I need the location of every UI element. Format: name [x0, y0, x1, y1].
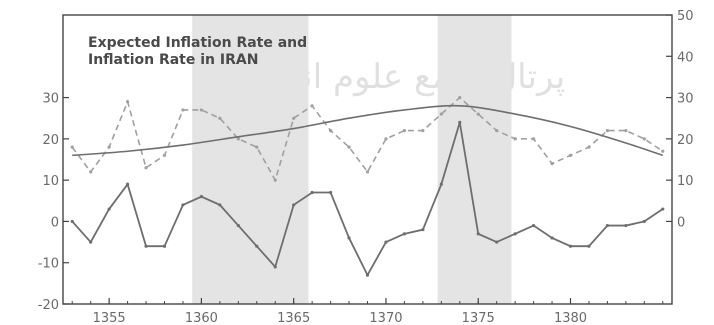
- series-2-point-33: [661, 149, 665, 153]
- right-tick-label: 30: [677, 92, 694, 107]
- series-2-point-13: [292, 116, 296, 120]
- series-1-point-19: [402, 232, 407, 236]
- series-2-point-14: [310, 104, 314, 108]
- left-tick-label: 20: [42, 133, 59, 148]
- series-2-point-8: [199, 108, 204, 112]
- series-2-point-20: [421, 129, 425, 133]
- plot-area: [70, 15, 665, 304]
- x-tick-label: 1370: [369, 311, 402, 325]
- series-1-point-20: [421, 228, 425, 232]
- series-line-1: [71, 122, 664, 278]
- series-2-point-1: [70, 145, 74, 149]
- series-1-point-27: [550, 236, 554, 240]
- series-2-point-25: [513, 137, 517, 141]
- series-1-point-2: [89, 240, 93, 244]
- x-tick-label: 1360: [185, 311, 218, 325]
- series-1-point-18: [384, 240, 388, 244]
- x-tick-label: 1355: [93, 311, 126, 325]
- right-tick-label: 10: [677, 174, 694, 189]
- series-1-point-16: [347, 236, 351, 240]
- series-1-point-30: [605, 223, 610, 228]
- x-tick-label: 1380: [554, 311, 587, 325]
- series-2-point-9: [218, 116, 222, 120]
- left-tick-label: 30: [42, 92, 59, 107]
- left-tick-label: 0: [51, 215, 59, 230]
- series-1-point-8: [199, 195, 204, 199]
- series-2-point-7: [181, 108, 185, 112]
- series-1-point-32: [642, 219, 646, 224]
- series-2-point-2: [89, 170, 93, 174]
- series-2-point-3: [107, 145, 111, 149]
- x-tick-label: 1375: [462, 311, 495, 325]
- series-1-point-23: [476, 232, 480, 236]
- series-2-point-5: [144, 166, 148, 170]
- series-2-point-17: [365, 170, 370, 174]
- series-2-point-18: [384, 137, 388, 141]
- series-2-point-30: [605, 129, 610, 133]
- series-1-point-25: [513, 232, 517, 236]
- left-tick-label: -20: [38, 298, 59, 313]
- series-line-2: [71, 96, 664, 183]
- series-2-point-10: [236, 137, 240, 141]
- series-2-point-32: [642, 137, 646, 141]
- series-1-point-21: [439, 182, 443, 186]
- chart-title-line-1: Expected Inflation Rate and: [88, 35, 307, 51]
- series-1-point-31: [624, 223, 628, 228]
- series-2-point-23: [476, 112, 480, 116]
- series-line-3: [72, 104, 664, 157]
- series-2-point-29: [587, 145, 591, 149]
- series-2-point-4: [125, 100, 130, 104]
- series-2-point-28: [568, 153, 573, 157]
- series-2-point-19: [402, 129, 407, 133]
- series-1-point-17: [365, 273, 370, 277]
- series-2-point-21: [439, 112, 443, 116]
- series-2-point-24: [495, 129, 499, 133]
- series-1-point-1: [70, 219, 74, 224]
- series-1-point-14: [310, 190, 314, 195]
- series-2-point-27: [550, 162, 554, 166]
- left-tick-label: -10: [38, 257, 59, 272]
- right-tick-label: 40: [677, 50, 694, 65]
- series-2-point-22: [458, 95, 462, 100]
- series-2-point-12: [273, 178, 277, 182]
- series-1-point-3: [107, 207, 111, 211]
- chart-title-line-2: Inflation Rate in IRAN: [88, 52, 258, 68]
- series-1-point-12: [273, 265, 277, 269]
- series-1-point-7: [181, 203, 185, 207]
- series-1-point-29: [587, 244, 591, 248]
- series-1-point-6: [162, 244, 167, 248]
- series-2-point-6: [162, 153, 167, 157]
- series-2-point-16: [347, 145, 351, 149]
- series-1-point-33: [661, 207, 665, 211]
- series-2-point-15: [328, 129, 333, 133]
- series-1-point-5: [144, 244, 148, 248]
- series-1-point-22: [458, 120, 462, 124]
- series-1-point-11: [255, 244, 259, 248]
- series-1-point-24: [495, 240, 499, 244]
- x-tick-label: 1365: [277, 311, 310, 325]
- right-tick-label: 50: [677, 9, 694, 24]
- series-1-point-28: [568, 244, 573, 248]
- series-1-point-13: [292, 203, 296, 207]
- right-tick-label: 0: [677, 215, 685, 230]
- series-1-point-4: [125, 182, 130, 186]
- series-1-point-10: [236, 223, 240, 228]
- series-1-point-26: [531, 223, 536, 228]
- series-1-point-9: [218, 203, 222, 207]
- right-tick-label: 20: [677, 133, 694, 148]
- series-1-point-15: [328, 190, 333, 195]
- shaded-period-1: [192, 15, 309, 304]
- series-2-point-11: [255, 145, 259, 149]
- series-2-point-31: [624, 129, 628, 133]
- series-2-point-26: [531, 137, 536, 141]
- shaded-period-2: [437, 15, 512, 304]
- left-tick-label: 10: [42, 174, 59, 189]
